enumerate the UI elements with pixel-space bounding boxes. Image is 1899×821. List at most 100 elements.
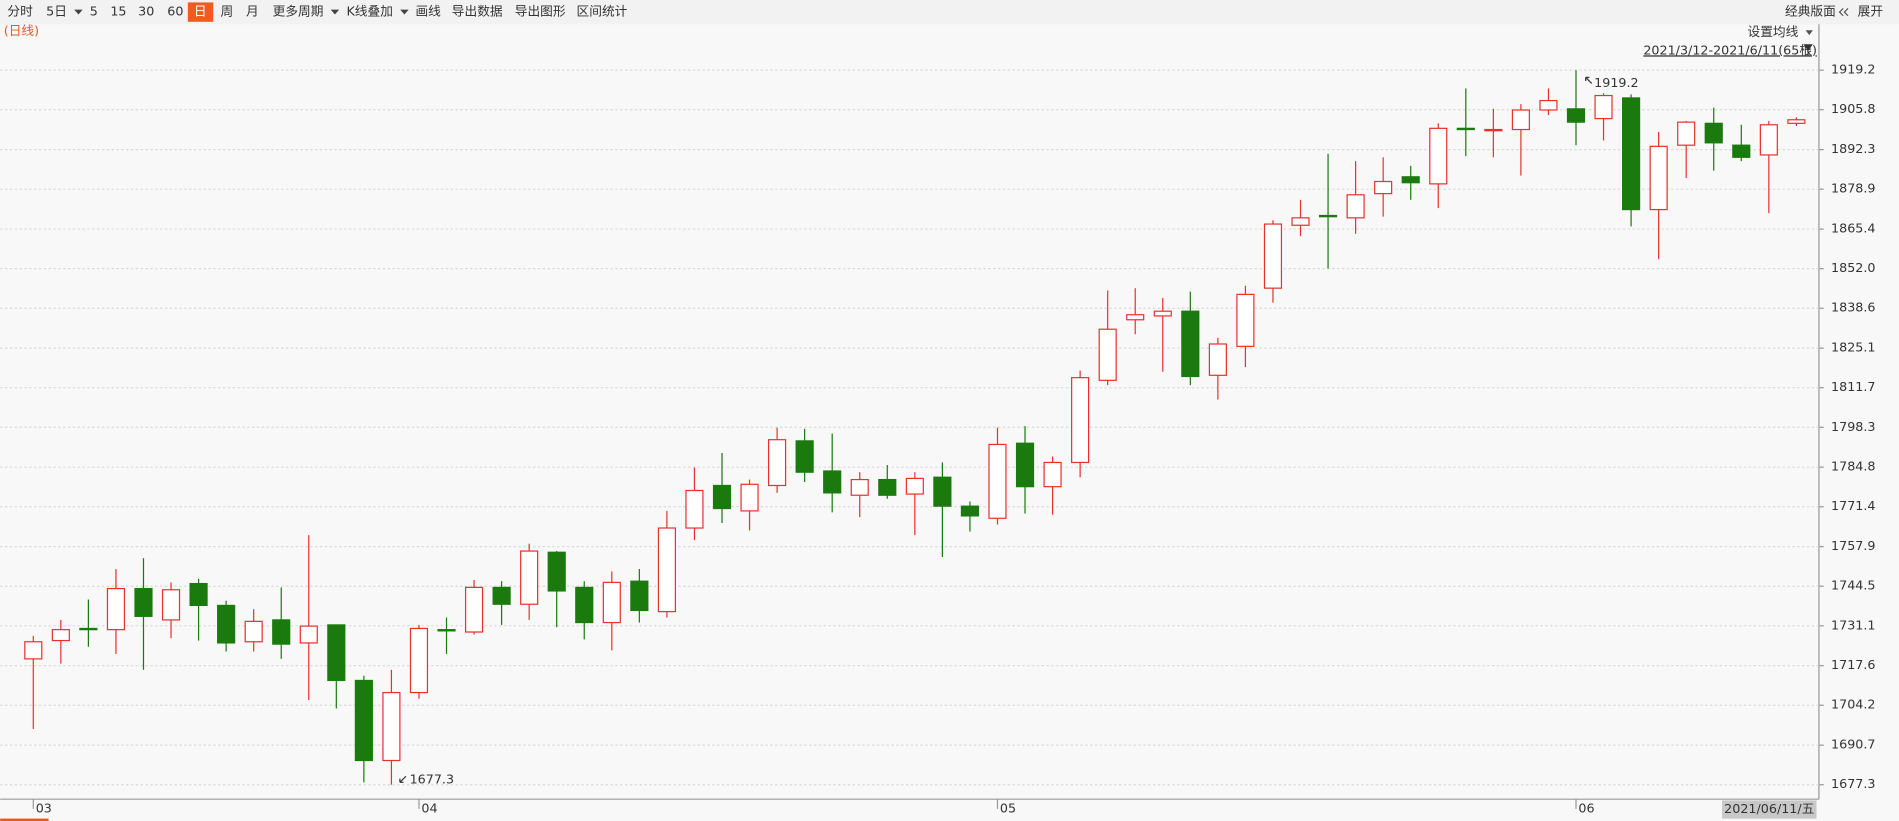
candle-body — [272, 619, 291, 645]
active-tab — [187, 2, 214, 22]
dropdown-icon[interactable] — [1805, 30, 1813, 36]
toolbar-item[interactable]: 周 — [221, 4, 234, 19]
candle-body — [1071, 377, 1090, 464]
toolbar-item[interactable]: 5 — [90, 4, 98, 19]
toolbar-item[interactable]: K线叠加 — [346, 4, 392, 19]
y-tick-label: 1865.4 — [1831, 221, 1875, 236]
toolbar-item[interactable]: 5日 — [46, 4, 67, 19]
x-tick-label: 03 — [36, 800, 52, 815]
toolbar-item[interactable]: 分时 — [7, 4, 33, 19]
candle-body — [850, 478, 869, 496]
x-tick-label: 06 — [1578, 800, 1594, 815]
candle-body — [134, 587, 153, 617]
candle-body — [685, 489, 704, 529]
candle-body — [1015, 442, 1035, 488]
y-tick-label: 1757.9 — [1831, 538, 1875, 553]
toolbar-item[interactable]: 日 — [194, 4, 207, 19]
candle-body — [437, 629, 456, 632]
candle-body — [1787, 119, 1806, 124]
candle-body — [712, 484, 732, 510]
y-tick-label: 1919.2 — [1831, 62, 1875, 77]
candle-body — [575, 586, 594, 624]
y-tick-label: 1852.0 — [1831, 260, 1875, 275]
candle-body — [51, 629, 70, 642]
candle-body — [24, 641, 43, 660]
dropdown-icon[interactable] — [330, 9, 340, 15]
toolbar-item[interactable]: 画线 — [415, 4, 441, 19]
toolbar-item[interactable]: 30 — [138, 4, 154, 19]
candle-body — [547, 551, 566, 592]
y-tick-label: 1717.6 — [1831, 657, 1875, 672]
y-tick-label: 1690.7 — [1831, 737, 1875, 752]
toolbar-item[interactable]: 更多周期 — [273, 4, 324, 19]
candle-body — [795, 440, 814, 473]
candle-body — [878, 478, 897, 496]
candle-body — [1181, 310, 1200, 378]
candle-body — [161, 589, 181, 621]
candle-body — [1594, 94, 1613, 120]
candle-body — [602, 581, 621, 624]
y-tick-label: 1825.1 — [1831, 340, 1875, 355]
candle-body — [1732, 144, 1751, 158]
toolbar-item[interactable]: 月 — [246, 4, 259, 19]
candle-body — [1677, 121, 1696, 146]
candle-body — [1704, 122, 1723, 144]
ma-setting[interactable]: 设置均线 — [1747, 24, 1798, 39]
y-tick-label: 1677.3 — [1831, 776, 1875, 791]
range-label[interactable]: 2021/3/12-2021/6/11(65根) — [1643, 42, 1817, 57]
candle-body — [1291, 217, 1310, 226]
layout-button[interactable]: 经典版面 — [1785, 4, 1836, 19]
toolbar-item[interactable]: 15 — [110, 4, 126, 19]
candle-body — [1566, 108, 1586, 123]
scroll-indicator — [0, 818, 49, 821]
candle-body — [354, 679, 373, 762]
y-tick-label: 1838.6 — [1831, 300, 1875, 315]
candle-body — [1043, 461, 1062, 488]
candle-body — [1511, 109, 1530, 131]
period-label: (日线) — [4, 23, 39, 38]
candle-body — [106, 587, 126, 631]
candle-body — [1098, 328, 1117, 381]
x-tick-label: 04 — [421, 800, 437, 815]
candle-body — [382, 691, 401, 762]
y-tick-label: 1811.7 — [1831, 379, 1875, 394]
dropdown-icon[interactable] — [74, 9, 83, 15]
candle-body — [409, 627, 429, 694]
min-arrow — [399, 775, 407, 783]
candle-body — [1484, 128, 1503, 132]
candle-body — [79, 627, 98, 631]
candle-body — [823, 470, 842, 494]
candle-body — [933, 476, 952, 507]
expand-button[interactable]: 展开 — [1858, 4, 1884, 19]
toolbar-item[interactable]: 导出图形 — [515, 4, 566, 19]
toolbar-item[interactable]: 区间统计 — [577, 4, 628, 19]
candle-body — [1346, 194, 1365, 219]
candle-body — [1126, 314, 1145, 321]
candle-body — [327, 624, 346, 682]
expand-icon[interactable] — [1838, 8, 1849, 17]
max-arrow — [1585, 76, 1593, 84]
dropdown-icon[interactable] — [400, 9, 409, 15]
candle-body — [1539, 99, 1558, 111]
candle-body — [1236, 293, 1255, 347]
candle-body — [630, 580, 649, 612]
y-tick-label: 1771.4 — [1831, 498, 1875, 513]
pin-icon[interactable] — [1803, 44, 1813, 56]
candle-body — [1429, 127, 1448, 185]
candle-body — [1374, 180, 1393, 195]
candle-body — [960, 505, 980, 517]
candle-body — [657, 527, 676, 613]
toolbar-item[interactable]: 导出数据 — [452, 4, 503, 19]
toolbar — [0, 0, 1899, 25]
candle-body — [1263, 223, 1283, 289]
y-tick-label: 1798.3 — [1831, 419, 1875, 434]
candle-body — [1153, 310, 1172, 317]
candle-body — [1456, 127, 1475, 131]
toolbar-item[interactable]: 60 — [167, 4, 183, 19]
min-label: 1677.3 — [410, 771, 454, 786]
y-tick-label: 1744.5 — [1831, 578, 1875, 593]
x-tick-label: 05 — [1000, 800, 1016, 815]
candle-body — [740, 483, 759, 512]
